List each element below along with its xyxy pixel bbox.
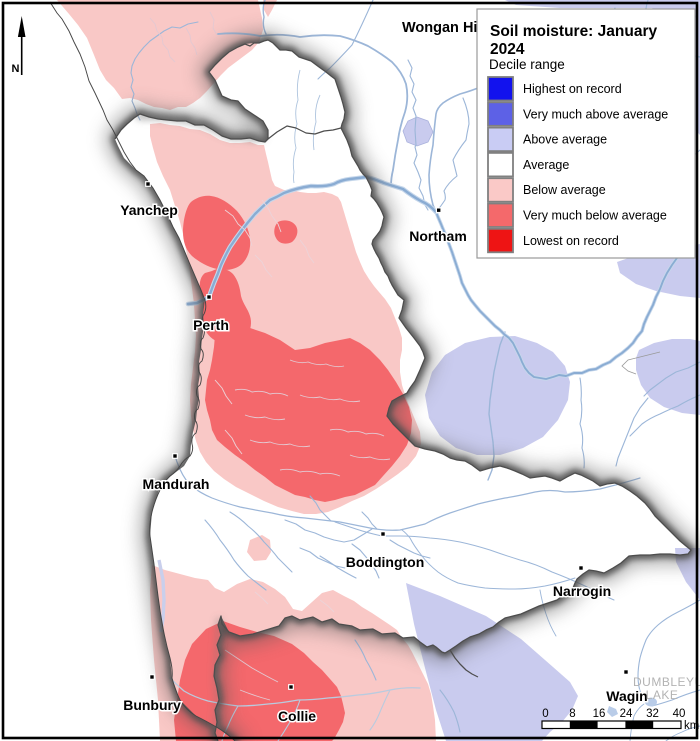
svg-text:Very much below average: Very much below average: [523, 209, 667, 223]
svg-text:Yanchep: Yanchep: [120, 202, 178, 218]
svg-text:32: 32: [646, 708, 659, 720]
svg-text:0: 0: [542, 708, 548, 720]
svg-text:LAKE: LAKE: [646, 688, 679, 702]
svg-text:Boddington: Boddington: [346, 554, 425, 570]
svg-text:Very much above average: Very much above average: [523, 107, 668, 121]
svg-text:Narrogin: Narrogin: [553, 583, 611, 599]
svg-text:Wagin: Wagin: [606, 688, 647, 704]
svg-text:40: 40: [673, 708, 686, 720]
svg-text:8: 8: [569, 708, 575, 720]
svg-text:Soil moisture: January: Soil moisture: January: [490, 23, 657, 40]
svg-text:Above average: Above average: [523, 133, 607, 147]
svg-text:km: km: [684, 720, 699, 732]
svg-text:Decile range: Decile range: [489, 57, 565, 72]
svg-text:Lowest on record: Lowest on record: [523, 234, 619, 248]
svg-text:Northam: Northam: [409, 228, 467, 244]
svg-text:Mandurah: Mandurah: [143, 476, 210, 492]
svg-text:Below average: Below average: [523, 183, 606, 197]
svg-text:16: 16: [593, 708, 606, 720]
svg-text:Perth: Perth: [193, 317, 229, 333]
svg-text:Highest on record: Highest on record: [523, 82, 622, 96]
svg-text:N: N: [12, 63, 20, 75]
svg-text:2024: 2024: [490, 41, 525, 58]
svg-text:DUMBLEYUNG: DUMBLEYUNG: [633, 675, 700, 689]
svg-text:24: 24: [620, 708, 633, 720]
svg-text:Collie: Collie: [278, 708, 316, 724]
svg-text:Wongan Hills: Wongan Hills: [402, 20, 494, 36]
svg-text:Bunbury: Bunbury: [123, 697, 181, 713]
svg-text:Average: Average: [523, 158, 569, 172]
